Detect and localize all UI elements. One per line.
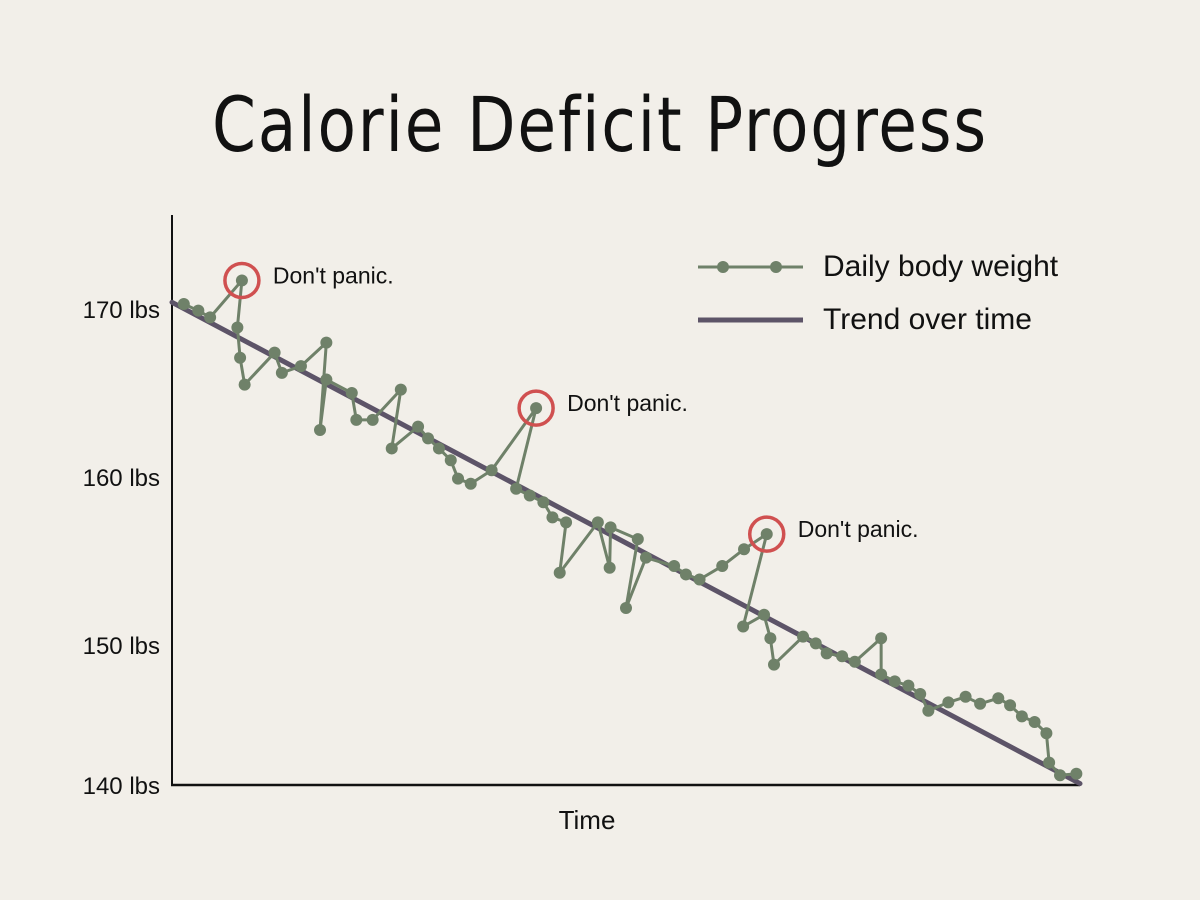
daily-weight-point — [385, 442, 398, 455]
daily-weight-point — [809, 637, 822, 650]
daily-weight-point — [553, 566, 566, 579]
daily-weight-point — [760, 528, 773, 541]
axes: 170 lbs 160 lbs 150 lbs 140 lbs — [83, 215, 1080, 800]
daily-weight-point — [464, 477, 477, 490]
highlight-circle — [517, 389, 555, 427]
daily-weight-point — [1028, 716, 1041, 728]
daily-weight-point — [693, 573, 706, 586]
daily-weight-point — [394, 383, 407, 396]
highlight-circle — [223, 261, 261, 300]
daily-weight-point — [192, 304, 205, 317]
daily-weight-point — [914, 688, 927, 700]
daily-weight-point — [888, 675, 901, 688]
daily-weight-point — [604, 521, 617, 534]
daily-weight-point — [992, 692, 1005, 705]
daily-weight-point — [560, 516, 573, 529]
daily-weight-point — [510, 482, 523, 495]
legend-label-trend: Trend over time — [823, 303, 1032, 336]
daily-weight-point — [1015, 710, 1028, 723]
legend-daily-marker — [717, 261, 729, 273]
annotation-text: Don't panic. — [567, 390, 688, 416]
daily-weight-point — [797, 630, 810, 643]
daily-weight-point — [848, 655, 861, 668]
daily-weight-point — [974, 697, 987, 710]
daily-weight-point — [959, 690, 972, 703]
daily-weight-point — [177, 297, 190, 310]
daily-weight-point — [366, 413, 379, 426]
daily-weight-point — [530, 402, 543, 415]
daily-weight-point — [320, 373, 333, 386]
daily-weight-line — [183, 278, 1077, 777]
daily-weight-point — [275, 366, 288, 379]
daily-weight-point — [603, 561, 616, 574]
daily-weight-point — [452, 472, 465, 485]
daily-weight-point — [902, 679, 915, 692]
daily-weight-point — [875, 668, 888, 681]
daily-weight-point — [444, 454, 457, 467]
daily-weight-point — [268, 346, 281, 359]
daily-weight-point — [314, 423, 327, 436]
legend-daily-marker — [770, 261, 782, 273]
daily-weight-point — [764, 632, 777, 645]
chart-title: Calorie Deficit Progress — [211, 80, 989, 169]
daily-weight-point — [320, 336, 333, 349]
daily-weight-point — [922, 704, 935, 717]
daily-weight-point — [345, 387, 358, 399]
daily-weight-point — [412, 420, 425, 433]
daily-weight-point — [422, 432, 435, 445]
y-tick-label: 150 lbs — [83, 633, 160, 660]
legend: Daily body weight Trend over time — [698, 250, 1059, 336]
daily-weight-point — [758, 608, 771, 621]
daily-weight-point — [485, 464, 498, 477]
daily-weight-point — [234, 351, 247, 364]
daily-weight-point — [668, 560, 681, 573]
daily-weight-point — [350, 413, 363, 426]
x-axis-label: Time — [559, 805, 616, 835]
daily-weight-point — [231, 321, 244, 334]
daily-weight-point — [204, 311, 217, 324]
annotation-text: Don't panic. — [273, 262, 394, 288]
legend-label-daily: Daily body weight — [823, 250, 1059, 283]
trend-line — [169, 299, 1083, 787]
daily-weight-point — [737, 620, 750, 633]
daily-weight-point — [768, 658, 781, 671]
daily-weight-point — [591, 516, 604, 529]
daily-weight-point — [716, 560, 729, 573]
trend-layer — [169, 299, 1083, 787]
daily-weight-point — [836, 650, 849, 663]
annotations-layer: Don't panic. Don't panic. Don't panic. — [223, 261, 919, 553]
daily-weight-point — [235, 274, 248, 287]
daily-weight-point — [875, 632, 888, 645]
annotation-text: Don't panic. — [798, 516, 919, 542]
daily-weight-point — [1070, 767, 1083, 780]
daily-layer — [177, 274, 1083, 782]
daily-weight-point — [631, 533, 644, 546]
daily-weight-point — [679, 568, 692, 581]
daily-weight-point — [1043, 756, 1056, 769]
daily-weight-point — [294, 360, 307, 373]
daily-weight-point — [738, 543, 751, 556]
daily-weight-point — [1040, 727, 1053, 740]
daily-weight-point — [639, 551, 652, 564]
daily-weight-point — [432, 442, 445, 455]
y-tick-label: 160 lbs — [83, 465, 160, 492]
daily-weight-point — [537, 496, 550, 509]
daily-weight-point — [1004, 699, 1017, 712]
y-tick-label: 140 lbs — [83, 773, 160, 800]
daily-weight-point — [942, 696, 955, 709]
daily-weight-point — [820, 647, 833, 660]
daily-weight-point — [1054, 769, 1067, 782]
daily-weight-point — [238, 378, 251, 391]
daily-weight-point — [620, 602, 632, 615]
y-tick-label: 170 lbs — [83, 297, 160, 324]
daily-weight-point — [523, 489, 536, 502]
daily-weight-point — [546, 511, 559, 524]
highlight-circle — [747, 515, 786, 553]
